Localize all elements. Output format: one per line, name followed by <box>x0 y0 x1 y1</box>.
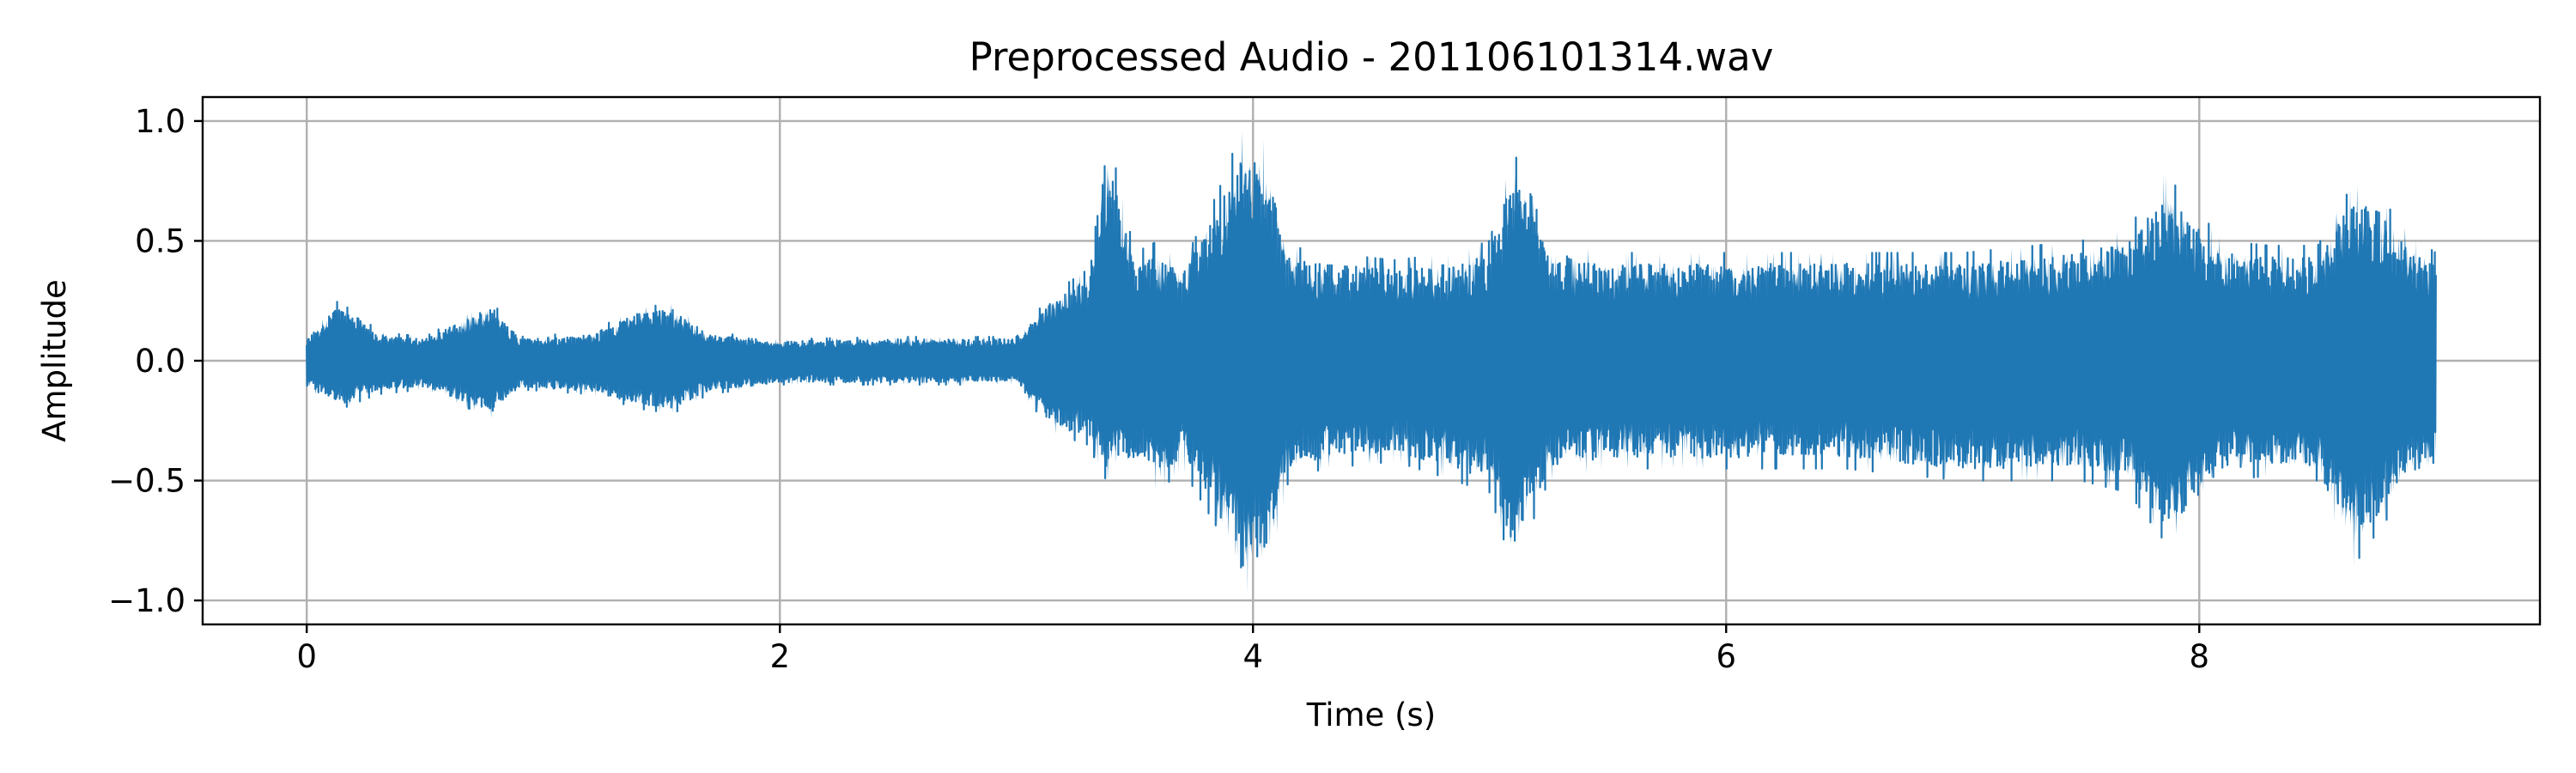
y-tick-label: 1.0 <box>135 103 185 140</box>
y-tick-label: 0.5 <box>135 222 185 259</box>
chart-title: Preprocessed Audio - 201106101314.wav <box>969 34 1774 80</box>
x-axis: 0 2 4 6 8 <box>296 624 2209 675</box>
y-tick-label: −1.0 <box>108 582 185 619</box>
x-axis-label: Time (s) <box>1306 697 1436 733</box>
waveform-trace <box>306 152 2437 569</box>
x-tick-label: 8 <box>2189 638 2209 675</box>
x-tick-label: 6 <box>1716 638 1736 675</box>
y-tick-label: −0.5 <box>108 463 185 500</box>
x-tick-label: 4 <box>1242 638 1263 675</box>
plot-area <box>306 131 2437 594</box>
x-tick-label: 0 <box>296 638 317 675</box>
y-axis: 1.0 0.5 0.0 −0.5 −1.0 <box>108 103 203 619</box>
x-tick-label: 2 <box>769 638 790 675</box>
y-axis-label: Amplitude <box>36 279 73 442</box>
y-tick-label: 0.0 <box>135 343 185 380</box>
